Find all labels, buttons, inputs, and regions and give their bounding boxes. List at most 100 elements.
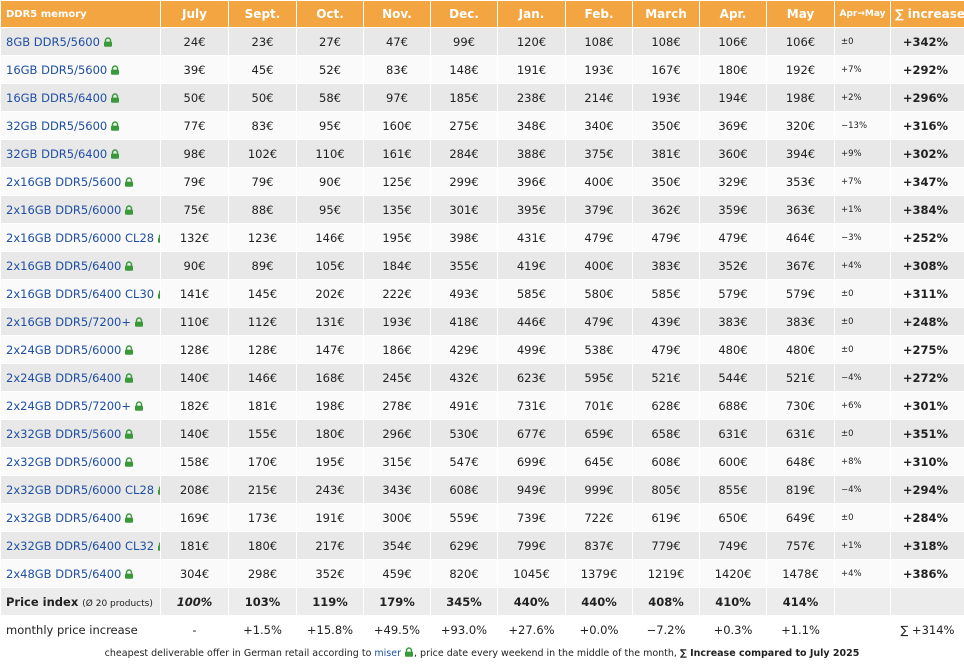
price-cell: 820€ bbox=[431, 560, 498, 588]
product-name[interactable]: 2x16GB DDR5/6400 CL30 bbox=[6, 287, 154, 301]
price-cell: 799€ bbox=[498, 532, 566, 560]
product-cell: 2x24GB DDR5/7200+ bbox=[1, 392, 161, 420]
price-cell: 23€ bbox=[229, 28, 297, 56]
change-cell: +6% bbox=[835, 392, 891, 420]
price-cell: 181€ bbox=[161, 532, 229, 560]
product-name[interactable]: 2x32GB DDR5/6400 bbox=[6, 511, 121, 525]
lock-icon bbox=[157, 289, 160, 299]
price-cell: 131€ bbox=[297, 308, 364, 336]
increase-cell: +347% bbox=[891, 168, 964, 196]
price-cell: 217€ bbox=[297, 532, 364, 560]
price-cell: 148€ bbox=[431, 56, 498, 84]
product-name[interactable]: 2x16GB DDR5/6000 CL28 bbox=[6, 231, 154, 245]
price-cell: 538€ bbox=[566, 336, 633, 364]
price-cell: 198€ bbox=[767, 84, 835, 112]
price-cell: 278€ bbox=[364, 392, 431, 420]
price-cell: 1379€ bbox=[566, 560, 633, 588]
product-name[interactable]: 16GB DDR5/5600 bbox=[6, 63, 107, 77]
change-cell: −13% bbox=[835, 112, 891, 140]
column-header: ∑ increase bbox=[891, 1, 964, 28]
lock-icon bbox=[124, 205, 134, 215]
price-cell: 395€ bbox=[498, 196, 566, 224]
price-cell: 649€ bbox=[767, 504, 835, 532]
price-cell: 479€ bbox=[700, 224, 767, 252]
price-cell: 145€ bbox=[229, 280, 297, 308]
price-cell: 108€ bbox=[566, 28, 633, 56]
price-cell: 628€ bbox=[633, 392, 700, 420]
price-cell: 499€ bbox=[498, 336, 566, 364]
monthly-cell: +0.3% bbox=[700, 616, 767, 644]
product-name[interactable]: 2x32GB DDR5/6000 bbox=[6, 455, 121, 469]
product-name[interactable]: 2x32GB DDR5/5600 bbox=[6, 427, 121, 441]
product-name[interactable]: 8GB DDR5/5600 bbox=[6, 35, 100, 49]
price-cell: 192€ bbox=[767, 56, 835, 84]
column-header: March bbox=[633, 1, 700, 28]
product-name[interactable]: 2x48GB DDR5/6400 bbox=[6, 567, 121, 581]
price-cell: 195€ bbox=[364, 224, 431, 252]
price-cell: 58€ bbox=[297, 84, 364, 112]
product-name[interactable]: 2x24GB DDR5/6400 bbox=[6, 371, 121, 385]
product-name[interactable]: 32GB DDR5/5600 bbox=[6, 119, 107, 133]
product-name[interactable]: 2x16GB DDR5/7200+ bbox=[6, 315, 131, 329]
price-cell: 110€ bbox=[297, 140, 364, 168]
footer-link[interactable]: miser bbox=[374, 648, 401, 659]
lock-icon bbox=[124, 457, 134, 467]
change-cell: +4% bbox=[835, 252, 891, 280]
price-cell: 173€ bbox=[229, 504, 297, 532]
product-cell: 2x32GB DDR5/6000 bbox=[1, 448, 161, 476]
price-cell: 394€ bbox=[767, 140, 835, 168]
price-cell: 170€ bbox=[229, 448, 297, 476]
price-cell: 629€ bbox=[431, 532, 498, 560]
price-cell: 400€ bbox=[566, 252, 633, 280]
column-header: Apr→May bbox=[835, 1, 891, 28]
price-cell: 300€ bbox=[364, 504, 431, 532]
price-cell: 352€ bbox=[297, 560, 364, 588]
price-cell: 999€ bbox=[566, 476, 633, 504]
price-cell: 88€ bbox=[229, 196, 297, 224]
monthly-cell: - bbox=[161, 616, 229, 644]
product-name[interactable]: 2x32GB DDR5/6400 CL32 bbox=[6, 539, 154, 553]
price-cell: 701€ bbox=[566, 392, 633, 420]
increase-cell: +386% bbox=[891, 560, 964, 588]
price-cell: 730€ bbox=[767, 392, 835, 420]
product-name[interactable]: 16GB DDR5/6400 bbox=[6, 91, 107, 105]
price-cell: 193€ bbox=[364, 308, 431, 336]
change-cell: ±0 bbox=[835, 504, 891, 532]
price-cell: 97€ bbox=[364, 84, 431, 112]
price-cell: 757€ bbox=[767, 532, 835, 560]
product-name[interactable]: 2x24GB DDR5/6000 bbox=[6, 343, 121, 357]
change-cell: +8% bbox=[835, 448, 891, 476]
price-cell: 521€ bbox=[767, 364, 835, 392]
column-header: July bbox=[161, 1, 229, 28]
product-name[interactable]: 2x16GB DDR5/5600 bbox=[6, 175, 121, 189]
price-cell: 1219€ bbox=[633, 560, 700, 588]
price-cell: 132€ bbox=[161, 224, 229, 252]
price-cell: 320€ bbox=[767, 112, 835, 140]
price-cell: 168€ bbox=[297, 364, 364, 392]
increase-cell: +248% bbox=[891, 308, 964, 336]
product-name[interactable]: 32GB DDR5/6400 bbox=[6, 147, 107, 161]
increase-cell: +292% bbox=[891, 56, 964, 84]
price-cell: 544€ bbox=[700, 364, 767, 392]
product-name[interactable]: 2x32GB DDR5/6000 CL28 bbox=[6, 483, 154, 497]
change-cell: ±0 bbox=[835, 280, 891, 308]
price-cell: 180€ bbox=[297, 420, 364, 448]
monthly-cell: +93.0% bbox=[431, 616, 498, 644]
product-name[interactable]: 2x16GB DDR5/6400 bbox=[6, 259, 121, 273]
column-header: DDR5 memory bbox=[1, 1, 161, 28]
price-cell: 608€ bbox=[431, 476, 498, 504]
price-cell: 83€ bbox=[229, 112, 297, 140]
price-cell: 608€ bbox=[633, 448, 700, 476]
price-cell: 579€ bbox=[700, 280, 767, 308]
total-cell: ∑ +314% bbox=[891, 616, 964, 644]
product-name[interactable]: 2x24GB DDR5/7200+ bbox=[6, 399, 131, 413]
product-name[interactable]: 2x16GB DDR5/6000 bbox=[6, 203, 121, 217]
index-cell: 408% bbox=[633, 588, 700, 616]
